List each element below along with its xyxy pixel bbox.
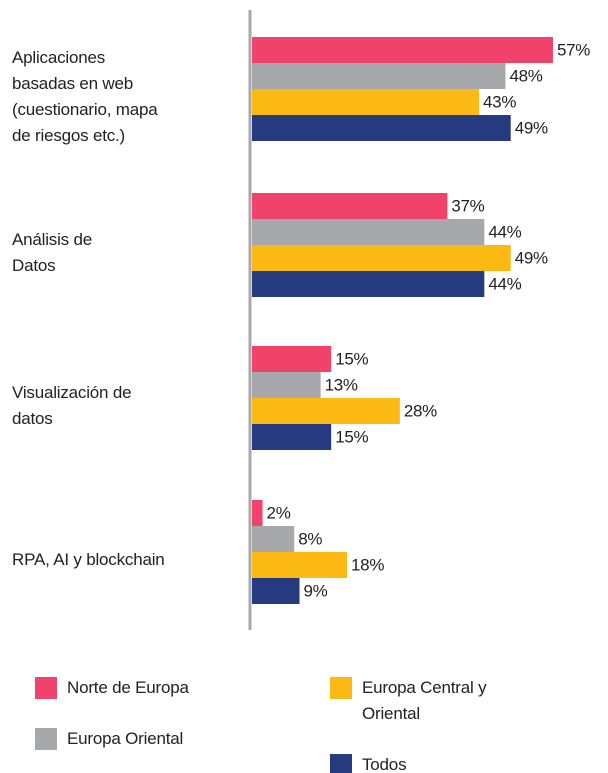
bar xyxy=(252,245,511,271)
bar xyxy=(252,37,553,63)
value-label: 57% xyxy=(557,40,590,59)
bar xyxy=(252,500,263,526)
legend-label: Europa Oriental xyxy=(67,729,184,748)
bar xyxy=(252,219,485,245)
value-label: 18% xyxy=(351,555,384,574)
bar xyxy=(252,115,511,141)
bar xyxy=(252,398,400,424)
legend-swatch xyxy=(330,677,352,699)
category-label: RPA, AI y blockchain xyxy=(12,550,165,569)
value-label: 37% xyxy=(451,196,484,215)
legend-label: Todos xyxy=(362,755,407,773)
value-label: 15% xyxy=(335,427,368,446)
value-label: 13% xyxy=(325,375,358,394)
category-label: Aplicaciones basadas en web (cuestionari… xyxy=(12,48,158,145)
legend-swatch xyxy=(35,728,57,750)
legend-swatch xyxy=(330,754,352,773)
legend-label: Norte de Europa xyxy=(67,678,189,697)
legend-label: Europa Central y Oriental xyxy=(362,678,487,723)
bar xyxy=(252,193,448,219)
legend-swatch xyxy=(35,677,57,699)
bar xyxy=(252,552,348,578)
category-label: Análisis de Datos xyxy=(12,230,93,275)
value-label: 48% xyxy=(509,66,542,85)
value-label: 15% xyxy=(335,349,368,368)
category-label: Visualización de datos xyxy=(12,383,132,428)
bar xyxy=(252,89,480,115)
value-label: 44% xyxy=(488,274,521,293)
bar xyxy=(252,372,321,398)
bar xyxy=(252,578,300,604)
bar xyxy=(252,424,332,450)
value-label: 2% xyxy=(267,503,291,522)
value-label: 43% xyxy=(483,92,516,111)
value-label: 8% xyxy=(298,529,322,548)
bar xyxy=(252,526,295,552)
bar xyxy=(252,346,332,372)
value-label: 49% xyxy=(515,118,548,137)
value-label: 28% xyxy=(404,401,437,420)
bar xyxy=(252,271,485,297)
value-label: 44% xyxy=(488,222,521,241)
value-label: 9% xyxy=(304,581,328,600)
value-label: 49% xyxy=(515,248,548,267)
bar xyxy=(252,63,506,89)
